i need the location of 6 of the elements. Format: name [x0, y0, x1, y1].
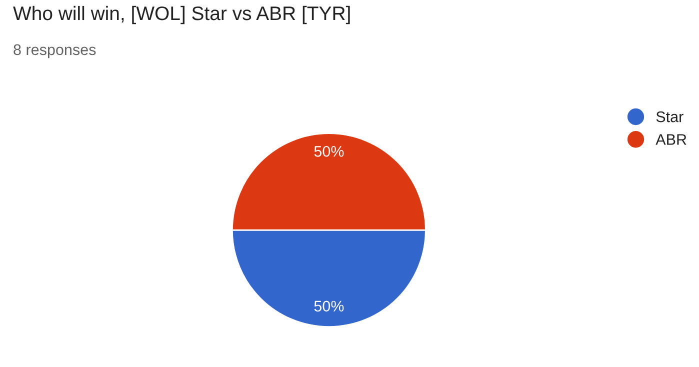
data-label: 50%	[314, 300, 344, 312]
legend-label: ABR	[656, 134, 686, 145]
chart-title: Who will win, [WOL] Star vs ABR [TYR]	[13, 6, 350, 24]
data-label: 50%	[314, 146, 344, 157]
legend-label: Star	[656, 111, 684, 122]
text: 8 responses	[14, 44, 96, 58]
